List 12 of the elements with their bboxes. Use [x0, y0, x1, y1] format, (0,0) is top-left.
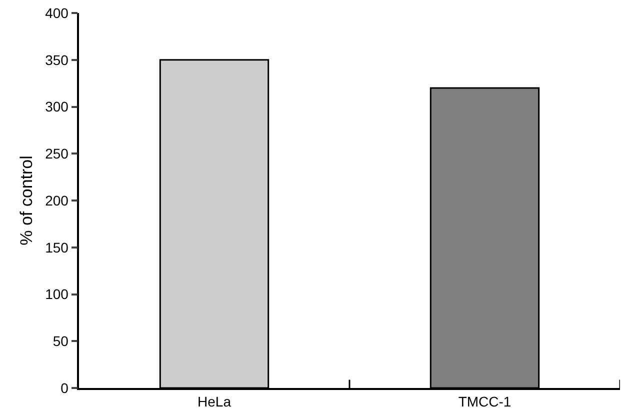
y-tick-label: 50 [52, 333, 69, 350]
y-tick-label: 250 [45, 146, 69, 162]
y-tick-label: 300 [45, 98, 69, 115]
y-tick-label: 100 [45, 286, 69, 302]
y-tick-label: 350 [45, 52, 69, 68]
y-tick-label: 400 [45, 4, 69, 21]
y-axis-title: % of control [17, 156, 36, 246]
x-tick-label: HeLa [198, 394, 232, 410]
y-tick-label: 0 [60, 380, 69, 396]
x-tick-label: TMCC-1 [458, 394, 512, 410]
y-tick-label: 200 [45, 192, 69, 208]
y-tick-label: 150 [45, 239, 69, 256]
